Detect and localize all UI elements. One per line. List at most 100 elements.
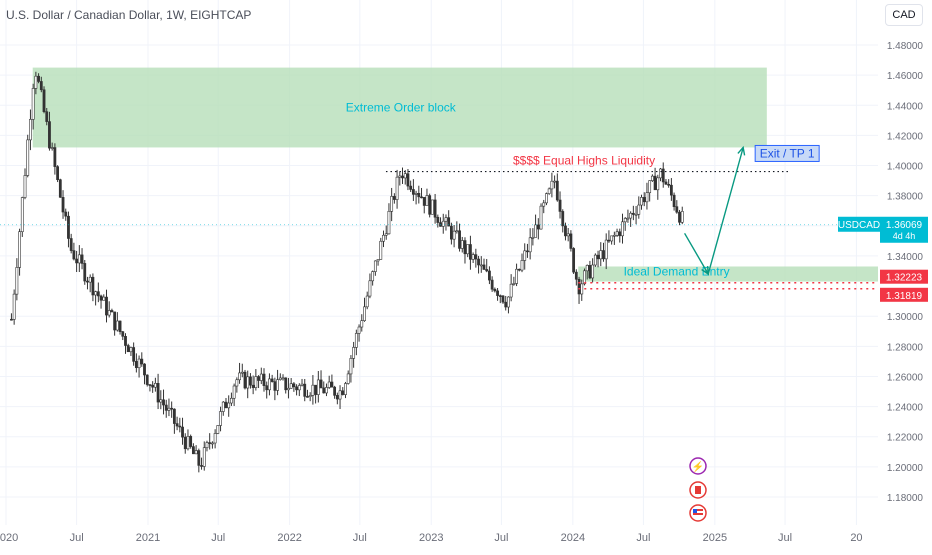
candle-body xyxy=(69,238,73,251)
candle-body xyxy=(53,147,57,167)
lightning-icon: ⚡ xyxy=(692,460,704,473)
x-tick-label: Jul xyxy=(636,532,650,544)
y-tick-label: 1.24000 xyxy=(887,403,924,414)
candle-body xyxy=(186,436,190,450)
x-tick-label: 2023 xyxy=(419,532,443,544)
candle-body xyxy=(349,358,353,375)
candle-body xyxy=(536,224,540,230)
candle-body xyxy=(115,320,119,331)
candle-body xyxy=(593,254,597,266)
candle-body xyxy=(58,179,62,198)
candle-body xyxy=(162,399,165,406)
candle-body xyxy=(436,216,440,223)
candle-body xyxy=(216,425,220,434)
candle-body xyxy=(297,385,301,391)
candle-body xyxy=(631,212,635,215)
candle-body xyxy=(398,175,402,178)
candle-body xyxy=(268,378,271,391)
us-flag-icon xyxy=(693,513,703,515)
candle-body xyxy=(618,231,622,237)
candle-body xyxy=(542,202,546,207)
candle-body xyxy=(311,384,315,396)
x-tick-label: 20 xyxy=(850,532,862,544)
demand-zone xyxy=(578,266,878,282)
candle-body xyxy=(661,168,665,183)
candle-body xyxy=(243,371,247,389)
order-block-label: Extreme Order block xyxy=(346,101,457,115)
candle-body xyxy=(205,442,209,449)
candle-body xyxy=(246,376,250,389)
candle-body xyxy=(341,390,345,395)
candle-body xyxy=(281,377,285,380)
candle-body xyxy=(406,173,410,187)
candle-body xyxy=(488,270,491,281)
candle-body xyxy=(384,233,388,236)
candle-body xyxy=(422,197,426,206)
candle-body xyxy=(191,446,195,455)
candle-body xyxy=(441,220,445,227)
candle-body xyxy=(292,383,296,388)
candle-body xyxy=(251,384,255,388)
candle-body xyxy=(447,217,451,227)
candle-body xyxy=(507,296,510,308)
candle-body xyxy=(504,301,508,308)
candle-body xyxy=(64,211,68,217)
countdown-label: 4d 4h xyxy=(893,231,916,241)
candle-body xyxy=(278,377,282,380)
candle-body xyxy=(493,288,497,292)
candle-body xyxy=(113,311,117,331)
candle-body xyxy=(197,450,201,466)
candle-body xyxy=(433,199,437,218)
candle-body xyxy=(528,237,532,253)
candle-body xyxy=(365,295,369,308)
candle-body xyxy=(121,331,125,337)
candle-body xyxy=(526,250,529,253)
candle-body xyxy=(515,268,518,284)
candle-body xyxy=(469,244,472,260)
candle-body xyxy=(425,195,429,206)
candle-body xyxy=(392,196,396,200)
candle-body xyxy=(26,139,30,176)
candle-body xyxy=(498,295,502,297)
candle-body xyxy=(232,385,236,399)
candle-body xyxy=(31,88,35,120)
candle-body xyxy=(327,381,331,388)
candle-body xyxy=(126,345,130,353)
candle-body xyxy=(553,180,557,183)
candle-body xyxy=(137,358,141,369)
level-badge-2 xyxy=(880,287,928,302)
candle-body xyxy=(156,383,160,403)
candle-body xyxy=(411,189,415,195)
candle-body xyxy=(604,239,608,260)
y-tick-label: 1.44000 xyxy=(887,101,924,112)
candle-body xyxy=(596,254,600,260)
candle-body xyxy=(414,193,418,195)
candle-body xyxy=(67,215,70,239)
candle-body xyxy=(167,407,171,411)
candle-body xyxy=(287,387,290,391)
candle-body xyxy=(219,411,222,426)
candle-body xyxy=(585,265,589,272)
candle-body xyxy=(238,372,241,381)
y-tick-label: 1.28000 xyxy=(887,342,924,353)
candle-body xyxy=(680,211,684,223)
candle-body xyxy=(72,250,76,260)
candle-body xyxy=(254,376,258,388)
candle-body xyxy=(80,254,84,264)
projection-arrow-down xyxy=(701,265,710,276)
candle-body xyxy=(202,447,206,467)
candle-body xyxy=(235,379,239,387)
order-block-zone xyxy=(32,67,767,148)
candle-body xyxy=(189,436,193,447)
currency-button[interactable]: CAD xyxy=(885,4,923,26)
candle-body xyxy=(561,211,565,227)
y-tick-label: 1.26000 xyxy=(887,372,924,383)
candle-body xyxy=(555,180,559,201)
candle-body xyxy=(124,336,127,346)
level-value-1: 1.32223 xyxy=(886,273,923,284)
candle-body xyxy=(42,89,46,112)
candle-body xyxy=(159,399,163,403)
candle-body xyxy=(20,197,24,233)
